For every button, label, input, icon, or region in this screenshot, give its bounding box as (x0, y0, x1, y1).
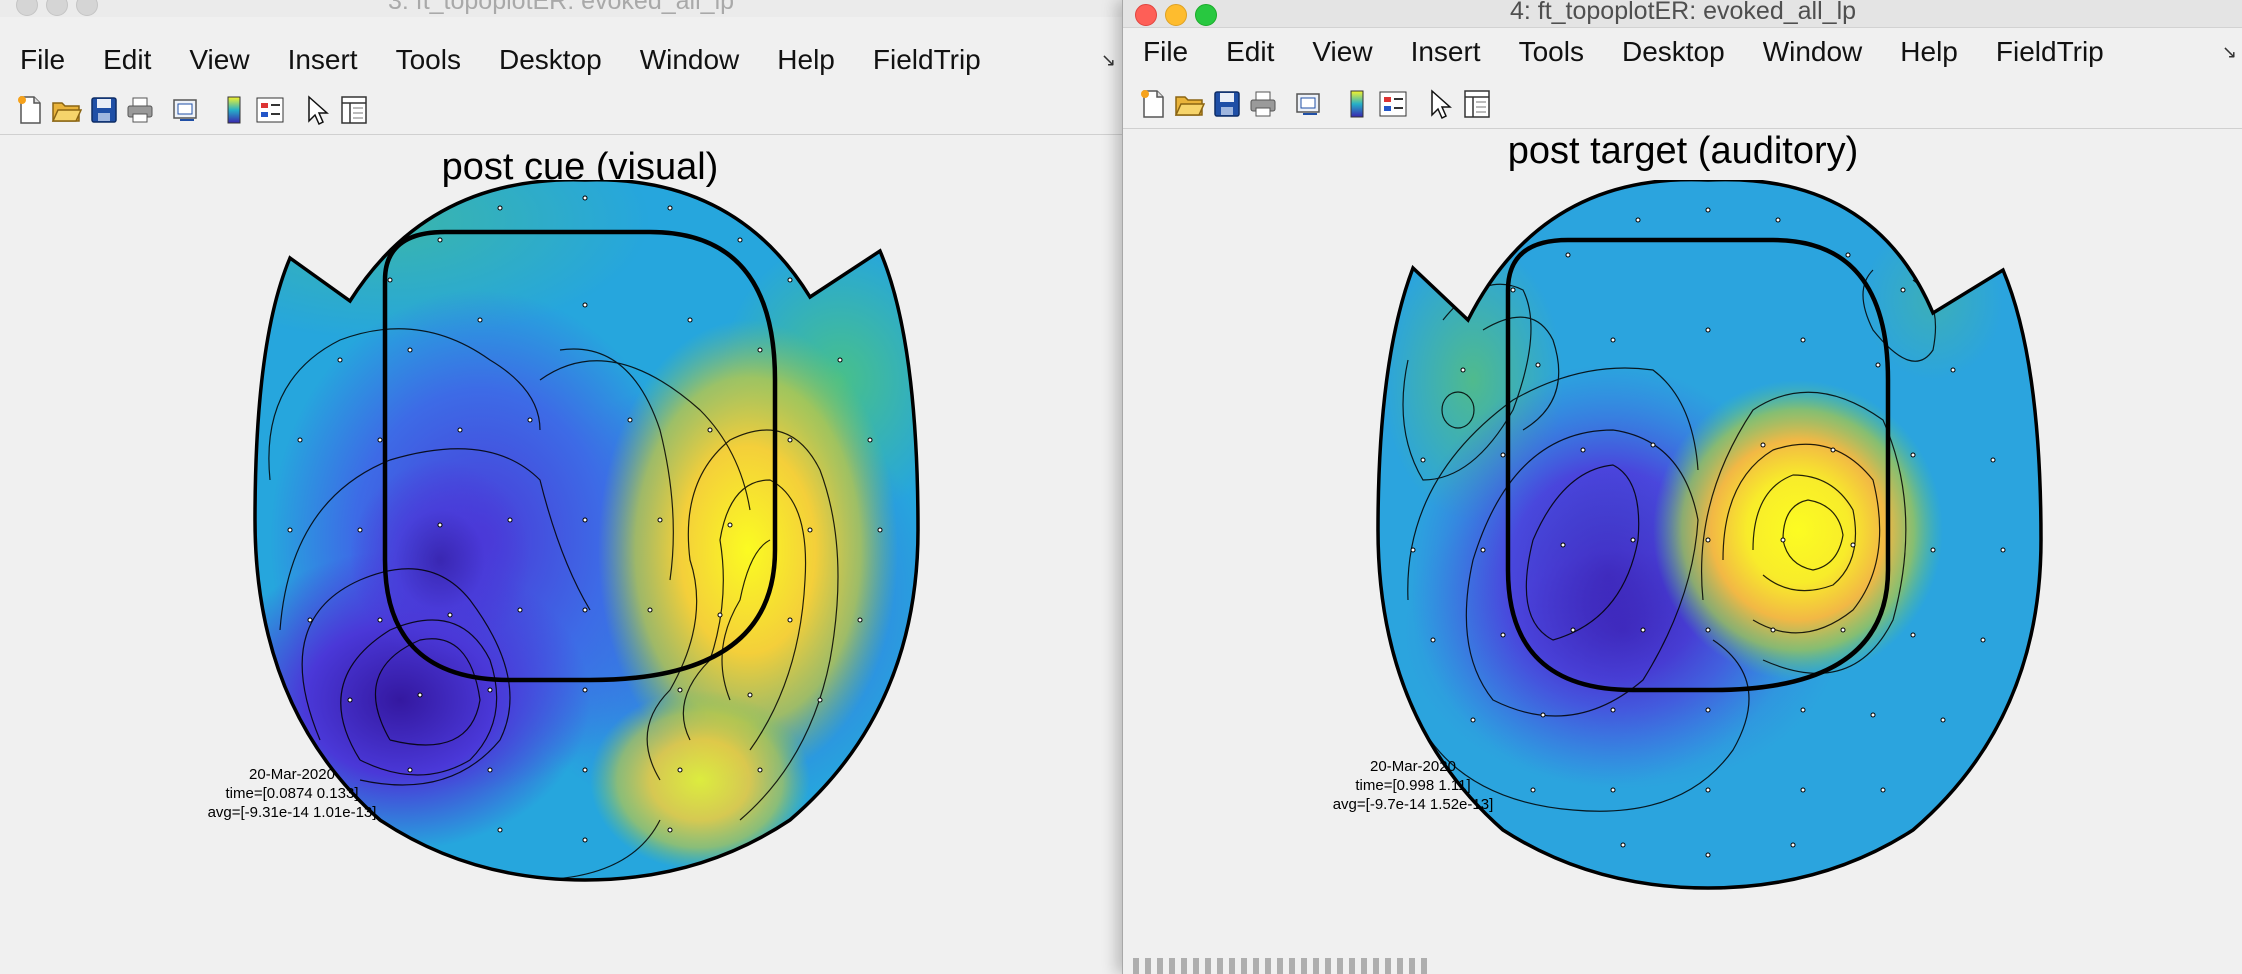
minimize-icon[interactable] (1165, 4, 1187, 26)
window-title: 3: ft_topoplotER: evoked_all_lp (387, 0, 735, 15)
plot-info: 20-Mar-2020 time=[0.0874 0.133] avg=[-9.… (192, 765, 392, 822)
figure-window-3: 3: ft_topoplotER: evoked_all_lp File Edi… (0, 0, 1122, 900)
zoom-icon[interactable] (76, 0, 98, 16)
toolbar (1123, 78, 2242, 129)
menu-window[interactable]: Window (1762, 36, 1863, 67)
info-avg: avg=[-9.31e-14 1.01e-13] (207, 804, 377, 821)
info-avg: avg=[-9.7e-14 1.52e-13] (1332, 796, 1494, 813)
print-icon[interactable] (124, 94, 156, 126)
pointer-icon[interactable] (1423, 88, 1455, 120)
title-bar[interactable]: 3: ft_topoplotER: evoked_all_lp (0, 0, 1122, 17)
new-figure-icon[interactable] (1137, 88, 1169, 120)
menu-bar: File Edit View Insert Tools Desktop Wind… (1123, 30, 2242, 74)
menu-insert[interactable]: Insert (287, 44, 358, 75)
zoom-icon[interactable] (1195, 4, 1217, 26)
save-icon[interactable] (88, 94, 120, 126)
link-plot-icon[interactable] (170, 94, 202, 126)
figure-window-4: 4: ft_topoplotER: evoked_all_lp File Edi… (1122, 0, 2242, 974)
menu-window[interactable]: Window (639, 44, 740, 75)
open-file-icon[interactable] (50, 94, 83, 126)
print-icon[interactable] (1247, 88, 1279, 120)
colorbar-icon[interactable] (1341, 88, 1373, 120)
toolbar (0, 84, 1122, 135)
info-date: 20-Mar-2020 (249, 766, 335, 783)
menu-view[interactable]: View (1312, 36, 1373, 67)
menu-fieldtrip[interactable]: FieldTrip (872, 44, 981, 75)
property-inspector-icon[interactable] (338, 94, 370, 126)
legend-icon[interactable] (254, 94, 286, 126)
menu-edit[interactable]: Edit (1226, 36, 1275, 67)
info-time: time=[0.0874 0.133] (225, 785, 359, 802)
property-inspector-icon[interactable] (1461, 88, 1493, 120)
new-figure-icon[interactable] (14, 94, 46, 126)
plot-info: 20-Mar-2020 time=[0.998 1.11] avg=[-9.7e… (1313, 757, 1513, 814)
link-plot-icon[interactable] (1293, 88, 1325, 120)
plot-title: post target (auditory) (1507, 130, 1859, 172)
open-file-icon[interactable] (1173, 88, 1206, 120)
topoplot[interactable] (230, 180, 930, 900)
partially-visible-text (1133, 958, 1433, 974)
title-bar[interactable]: 4: ft_topoplotER: evoked_all_lp (1123, 0, 2242, 28)
menu-help[interactable]: Help (1900, 36, 1958, 67)
menu-file[interactable]: File (1143, 36, 1189, 67)
menu-help[interactable]: Help (777, 44, 835, 75)
menu-fieldtrip[interactable]: FieldTrip (1995, 36, 2104, 67)
info-time: time=[0.998 1.11] (1355, 777, 1471, 794)
menu-tools[interactable]: Tools (395, 44, 461, 75)
menu-desktop[interactable]: Desktop (498, 44, 602, 75)
close-icon[interactable] (16, 0, 38, 16)
menu-tools[interactable]: Tools (1518, 36, 1584, 67)
colorbar-icon[interactable] (218, 94, 250, 126)
save-icon[interactable] (1211, 88, 1243, 120)
menu-insert[interactable]: Insert (1410, 36, 1481, 67)
minimize-icon[interactable] (46, 0, 68, 16)
close-icon[interactable] (1135, 4, 1157, 26)
legend-icon[interactable] (1377, 88, 1409, 120)
topoplot[interactable] (1353, 180, 2053, 900)
menu-overflow-icon[interactable]: ↘ (2221, 42, 2237, 62)
menu-file[interactable]: File (20, 44, 66, 75)
pointer-icon[interactable] (300, 94, 332, 126)
menu-overflow-icon[interactable]: ↘ (1100, 50, 1116, 70)
info-date: 20-Mar-2020 (1370, 758, 1456, 775)
menu-edit[interactable]: Edit (103, 44, 152, 75)
menu-view[interactable]: View (189, 44, 250, 75)
menu-bar: File Edit View Insert Tools Desktop Wind… (0, 38, 1122, 82)
menu-desktop[interactable]: Desktop (1621, 36, 1725, 67)
window-title: 4: ft_topoplotER: evoked_all_lp (1509, 0, 1857, 25)
